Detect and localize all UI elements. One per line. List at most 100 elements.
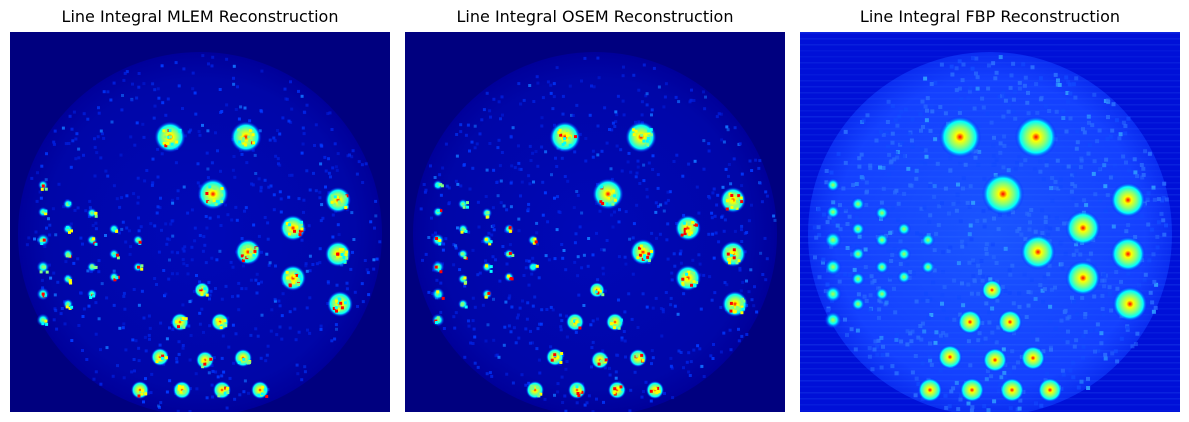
hot-spot xyxy=(826,178,840,192)
hot-spot xyxy=(132,234,144,246)
hot-spot xyxy=(545,347,565,367)
hot-spot xyxy=(431,233,445,247)
hot-spot xyxy=(481,288,493,300)
hot-spot xyxy=(86,261,98,273)
hot-spot xyxy=(628,348,648,368)
hot-spot xyxy=(981,279,1003,301)
hot-spot xyxy=(824,285,842,303)
hot-spot xyxy=(86,288,98,300)
hot-spot xyxy=(233,348,253,368)
hot-spot xyxy=(982,347,1008,373)
hot-spot xyxy=(503,248,515,260)
noise-speckles xyxy=(25,54,382,412)
hot-spot xyxy=(565,312,585,332)
hot-spot xyxy=(62,273,74,285)
hot-spot xyxy=(851,222,865,236)
hot-spot xyxy=(1110,182,1146,218)
hot-spot xyxy=(154,121,186,153)
hot-spot xyxy=(527,261,539,273)
hot-spot xyxy=(481,261,493,273)
hot-spot xyxy=(589,282,605,298)
hot-spot xyxy=(851,247,865,261)
hot-spot xyxy=(720,187,746,213)
hot-spot xyxy=(826,205,840,219)
hot-spot xyxy=(481,207,493,219)
hot-spot xyxy=(108,248,120,260)
hot-spot xyxy=(457,223,469,235)
hot-spot xyxy=(197,178,229,210)
hot-spot xyxy=(897,247,911,261)
hot-spot xyxy=(37,179,49,191)
hot-spot xyxy=(720,241,746,267)
hot-spot xyxy=(921,233,935,247)
hot-spot xyxy=(824,231,842,249)
hot-spot xyxy=(36,233,50,247)
hot-spot xyxy=(567,380,587,400)
hot-spot xyxy=(481,234,493,246)
hot-spot xyxy=(527,234,539,246)
panel-title-mlem: Line Integral MLEM Reconstruction xyxy=(61,7,339,26)
hot-spot xyxy=(108,223,120,235)
hot-spot xyxy=(938,115,982,159)
hot-spot xyxy=(62,298,74,310)
hot-spot xyxy=(62,223,74,235)
hot-spot xyxy=(325,187,351,213)
hot-spot xyxy=(997,309,1023,335)
hot-spot xyxy=(86,207,98,219)
osem-reconstruction-image xyxy=(405,32,785,412)
hot-spot xyxy=(62,198,74,210)
hot-spot xyxy=(150,347,170,367)
hot-spot xyxy=(250,380,270,400)
hot-spot xyxy=(108,271,120,283)
hot-spot xyxy=(1020,234,1056,270)
hot-spot xyxy=(851,197,865,211)
hot-spot xyxy=(824,311,842,329)
hot-spot xyxy=(431,313,445,327)
hot-spot xyxy=(1037,377,1063,403)
hot-spot xyxy=(875,260,889,274)
hot-spot xyxy=(851,297,865,311)
hot-spot xyxy=(195,350,215,370)
hot-spot xyxy=(280,215,306,241)
hot-spot xyxy=(431,287,445,301)
hot-spot xyxy=(431,260,445,274)
hot-spot xyxy=(921,260,935,274)
hot-spot xyxy=(457,248,469,260)
hot-spot xyxy=(1020,345,1046,371)
hot-spot xyxy=(170,312,190,332)
hot-spot xyxy=(1065,260,1101,296)
hot-spot xyxy=(230,121,262,153)
hot-spot xyxy=(210,312,230,332)
hot-spot xyxy=(592,178,624,210)
hot-spot xyxy=(999,377,1025,403)
osem-image-canvas xyxy=(405,32,785,412)
hot-spot xyxy=(432,206,444,218)
hot-spot xyxy=(897,270,911,284)
hot-spot xyxy=(1112,286,1148,322)
hot-spot xyxy=(625,121,657,153)
hot-spot xyxy=(675,265,701,291)
hot-spot xyxy=(327,291,353,317)
hot-spot xyxy=(235,239,261,265)
hot-spot xyxy=(457,198,469,210)
hot-spot xyxy=(36,287,50,301)
hot-spot xyxy=(824,258,842,276)
mlem-image-canvas xyxy=(10,32,390,412)
hot-spot xyxy=(37,206,49,218)
hot-spot xyxy=(875,233,889,247)
hot-spot xyxy=(645,380,665,400)
hot-spot xyxy=(1014,115,1058,159)
hot-spot xyxy=(851,272,865,286)
hot-spot xyxy=(325,241,351,267)
fbp-reconstruction-image xyxy=(800,32,1180,412)
hot-spot xyxy=(194,282,210,298)
mlem-reconstruction-image xyxy=(10,32,390,412)
hot-spot xyxy=(457,273,469,285)
hot-spot xyxy=(86,234,98,246)
hot-spot xyxy=(1065,210,1101,246)
hot-spot xyxy=(630,239,656,265)
hot-spot xyxy=(549,121,581,153)
hot-spot xyxy=(36,313,50,327)
fbp-image-canvas xyxy=(800,32,1180,412)
hot-spot xyxy=(457,298,469,310)
